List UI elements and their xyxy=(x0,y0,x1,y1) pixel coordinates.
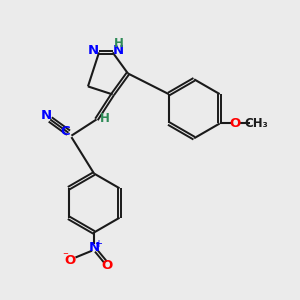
Text: CH₃: CH₃ xyxy=(244,117,268,130)
Text: N: N xyxy=(88,241,100,254)
Text: +: + xyxy=(94,239,103,249)
Text: N: N xyxy=(88,44,99,58)
Text: O: O xyxy=(102,259,113,272)
Text: N: N xyxy=(112,44,124,58)
Text: O: O xyxy=(64,254,76,267)
Text: C: C xyxy=(60,125,70,138)
Text: ⁻: ⁻ xyxy=(62,252,68,262)
Text: N: N xyxy=(40,109,52,122)
Text: H: H xyxy=(100,112,110,124)
Text: H: H xyxy=(114,37,124,50)
Text: O: O xyxy=(230,117,241,130)
